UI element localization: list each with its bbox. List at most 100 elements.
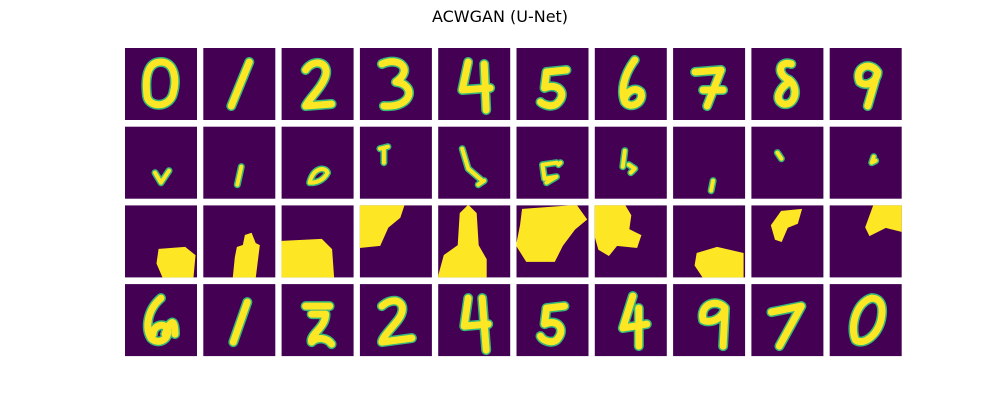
blob bbox=[770, 208, 803, 243]
image-tile bbox=[829, 126, 902, 199]
stroke-core bbox=[229, 298, 251, 346]
tile-content bbox=[617, 291, 652, 352]
tile-background bbox=[829, 126, 902, 199]
image-tile bbox=[829, 205, 902, 278]
tile-background bbox=[281, 126, 354, 199]
image-tile bbox=[359, 48, 432, 120]
image-tile bbox=[594, 126, 667, 199]
image-tile bbox=[516, 48, 589, 120]
image-tile bbox=[203, 284, 276, 357]
stroke-core bbox=[537, 302, 568, 346]
tile-content bbox=[376, 295, 417, 348]
stroke-core bbox=[144, 294, 179, 345]
tile-content bbox=[697, 298, 731, 352]
stroke-core bbox=[619, 292, 651, 350]
tile-background bbox=[751, 284, 824, 357]
stroke-core bbox=[709, 178, 716, 193]
tile-content bbox=[535, 301, 570, 347]
image-tile bbox=[751, 126, 824, 199]
image-tile bbox=[125, 126, 197, 199]
image-tile bbox=[594, 48, 667, 120]
tile-content bbox=[690, 65, 729, 111]
tile-content bbox=[848, 293, 888, 347]
image-tile bbox=[438, 284, 511, 357]
tile-background bbox=[281, 284, 354, 357]
image-tile bbox=[594, 205, 667, 278]
tile-content bbox=[141, 57, 180, 110]
image-tile bbox=[594, 284, 667, 357]
tile-content bbox=[233, 163, 245, 189]
tile-content bbox=[300, 301, 337, 350]
blob bbox=[516, 205, 588, 262]
stroke-core bbox=[227, 58, 253, 110]
tile-content bbox=[376, 143, 392, 167]
tile-content bbox=[694, 246, 744, 278]
image-tile bbox=[516, 284, 589, 357]
stroke-core bbox=[699, 299, 729, 350]
image-tile bbox=[281, 205, 354, 278]
stroke-core bbox=[691, 66, 727, 110]
blob bbox=[156, 246, 196, 278]
tile-background bbox=[359, 126, 432, 199]
stroke-core bbox=[869, 154, 878, 165]
tile-content bbox=[594, 205, 642, 257]
image-tile bbox=[751, 48, 824, 120]
tile-content bbox=[770, 208, 803, 243]
image-tile bbox=[359, 205, 432, 278]
tile-content bbox=[773, 149, 785, 163]
blob bbox=[594, 205, 642, 257]
tile-content bbox=[438, 205, 487, 278]
tile-content bbox=[300, 57, 337, 111]
figure-title: ACWGAN (U-Net) bbox=[432, 7, 568, 26]
tile-content bbox=[226, 57, 255, 111]
tile-content bbox=[617, 55, 647, 111]
tile-content bbox=[359, 205, 405, 248]
stroke-core bbox=[774, 59, 799, 108]
tile-content bbox=[853, 61, 883, 111]
stroke-core bbox=[377, 144, 390, 165]
image-tile bbox=[125, 48, 197, 120]
tile-background bbox=[125, 126, 197, 199]
tile-content bbox=[156, 246, 196, 278]
stroke-core bbox=[775, 150, 784, 161]
tile-content bbox=[306, 165, 332, 187]
tile-content bbox=[281, 238, 335, 278]
tile-content bbox=[535, 65, 572, 111]
image-tile bbox=[438, 48, 511, 120]
image-tile bbox=[829, 48, 902, 120]
blob bbox=[865, 205, 902, 237]
tile-background bbox=[438, 284, 511, 357]
image-tile bbox=[203, 205, 276, 278]
tile-content bbox=[773, 58, 801, 110]
stroke-core bbox=[537, 66, 570, 110]
stroke-core bbox=[460, 146, 487, 187]
image-tile bbox=[673, 126, 746, 199]
blob bbox=[438, 205, 487, 278]
stroke-core bbox=[854, 62, 882, 110]
blob bbox=[359, 205, 405, 248]
tile-background bbox=[751, 126, 824, 199]
stroke-core bbox=[235, 164, 244, 187]
stroke-core bbox=[302, 302, 336, 348]
tile-content bbox=[142, 293, 180, 347]
stroke-core bbox=[378, 58, 413, 110]
blob bbox=[281, 238, 335, 278]
stroke-core bbox=[307, 167, 330, 185]
image-tile bbox=[203, 48, 276, 120]
stroke-core bbox=[619, 56, 645, 109]
tile-background bbox=[438, 126, 511, 199]
tile-background bbox=[438, 48, 511, 120]
tile-content bbox=[458, 145, 488, 189]
blob bbox=[232, 232, 260, 278]
image-tile bbox=[281, 126, 354, 199]
stroke-core bbox=[378, 297, 416, 346]
stroke-core bbox=[849, 294, 886, 346]
stroke-core bbox=[458, 58, 494, 114]
tile-content bbox=[232, 232, 260, 278]
image-tile bbox=[673, 48, 746, 120]
image-tile bbox=[203, 126, 276, 199]
tile-content bbox=[868, 153, 880, 167]
tile-content bbox=[516, 205, 588, 262]
stroke-core bbox=[142, 58, 179, 109]
